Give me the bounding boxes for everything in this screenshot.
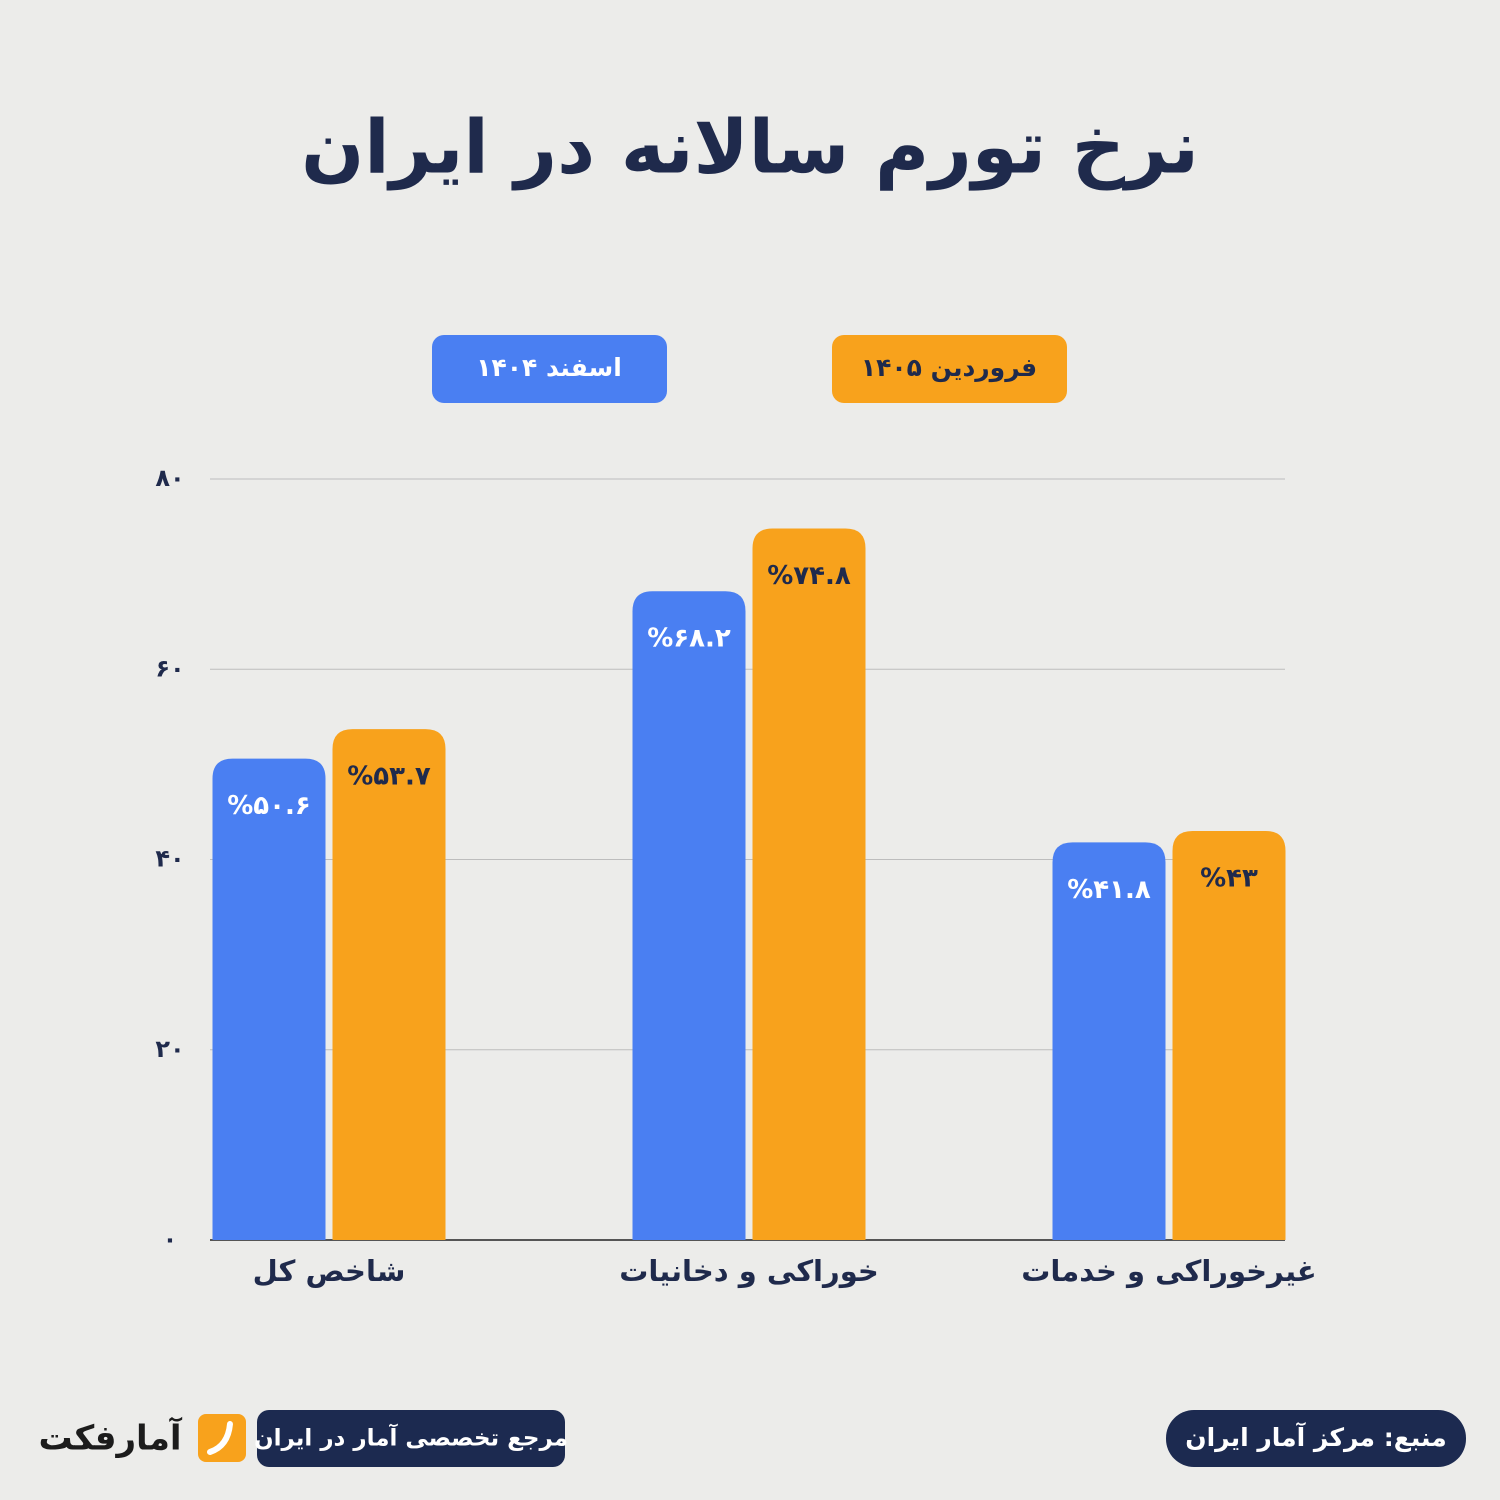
brand: آمارفکت xyxy=(38,1417,182,1459)
x-tick-label: شاخص کل xyxy=(253,1254,406,1288)
value-label: %۷۴.۸ xyxy=(767,561,851,591)
tagline-box xyxy=(257,1410,565,1467)
value-label: %۴۱.۸ xyxy=(1067,875,1151,905)
bar xyxy=(632,591,746,1240)
brand-icon-mark xyxy=(207,1421,233,1455)
y-tick-label: ۰ xyxy=(163,1225,178,1253)
legend-swatch xyxy=(832,335,1067,403)
x-tick-label: خوراکی و دخانیات xyxy=(619,1254,879,1288)
value-label: %۵۳.۷ xyxy=(347,762,431,792)
y-tick-label: ۴۰ xyxy=(155,845,184,873)
chart-title: نرخ تورم سالانه در ایران xyxy=(301,105,1199,192)
tagline: مرجع تخصصی آمار در ایران xyxy=(254,1423,568,1452)
x-tick-label: غیرخوراکی و خدمات xyxy=(1021,1254,1316,1288)
y-tick-label: ۲۰ xyxy=(155,1035,184,1063)
brand-icon xyxy=(198,1414,246,1462)
y-tick-label: ۸۰ xyxy=(155,464,184,492)
y-tick-label: ۶۰ xyxy=(155,654,184,682)
bar xyxy=(1172,830,1286,1240)
value-label: %۵۰.۶ xyxy=(227,791,311,821)
bar xyxy=(752,528,866,1240)
value-label: %۶۸.۲ xyxy=(647,624,731,654)
legend-label: اسفند ۱۴۰۴ xyxy=(476,353,622,382)
bar xyxy=(1052,842,1166,1240)
source: منبع: مرکز آمار ایران xyxy=(1185,1422,1446,1453)
source-box xyxy=(1166,1410,1466,1467)
legend-swatch xyxy=(432,335,667,403)
value-label: %۴۳ xyxy=(1200,863,1258,893)
legend-label: فروردین ۱۴۰۵ xyxy=(861,353,1037,383)
bar xyxy=(332,729,446,1240)
bar xyxy=(212,758,326,1240)
